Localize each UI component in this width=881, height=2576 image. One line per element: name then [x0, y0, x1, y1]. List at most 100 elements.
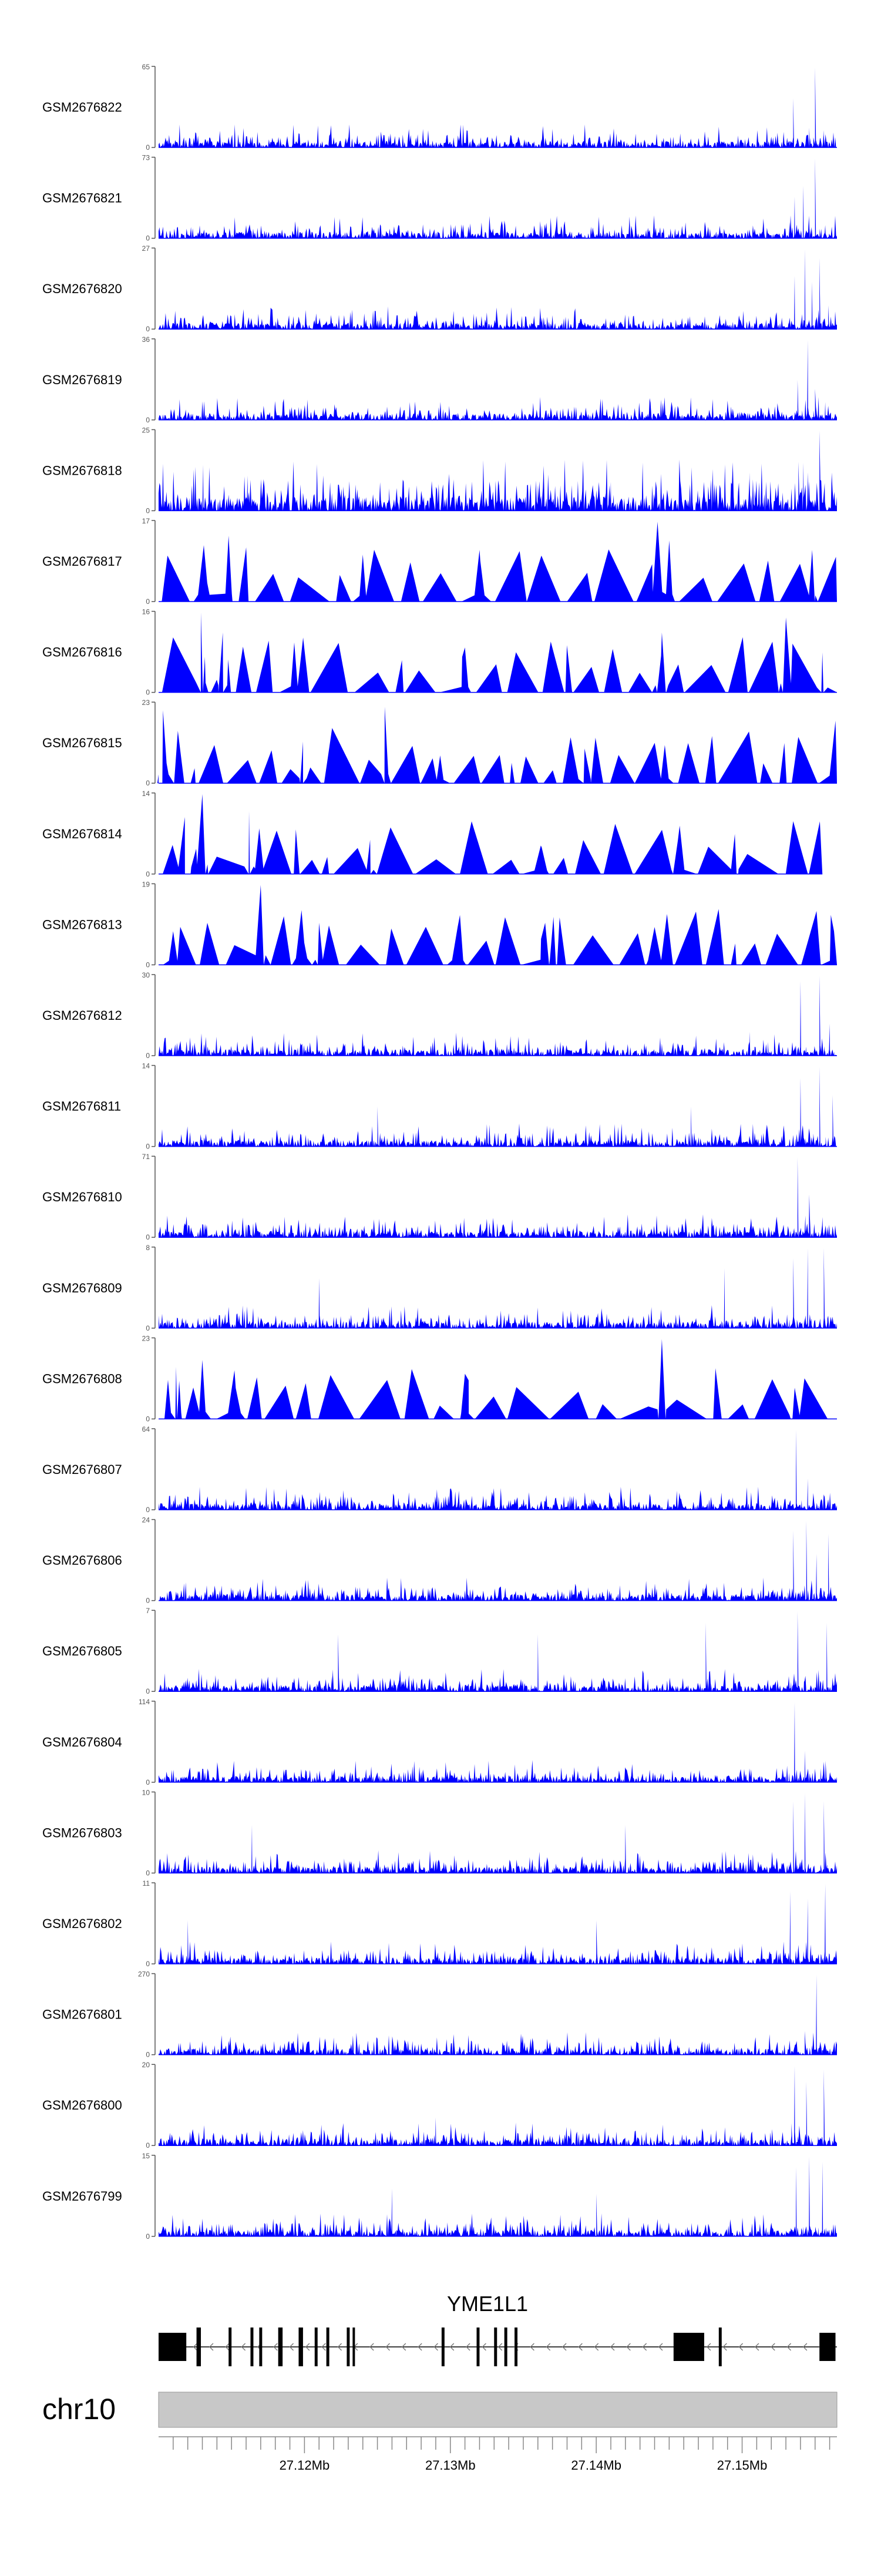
coverage-area — [159, 1339, 837, 1419]
coverage-track: GSM2676802 11 0 — [42, 1879, 837, 1968]
strand-arrow — [289, 2343, 294, 2351]
axis-tick-label: 27.12Mb — [280, 2458, 330, 2473]
track-ymax-label: 30 — [142, 971, 150, 979]
track-ymin-label: 0 — [146, 597, 150, 606]
track-label: GSM2676821 — [42, 191, 122, 206]
track-label: GSM2676799 — [42, 2189, 122, 2204]
exon — [298, 2328, 303, 2366]
track-label: GSM2676807 — [42, 1462, 122, 1477]
strand-arrow — [209, 2343, 214, 2351]
coverage-track: GSM2676818 25 0 — [42, 426, 837, 515]
exon — [504, 2328, 507, 2366]
exon — [259, 2328, 263, 2366]
strand-arrow — [433, 2343, 438, 2351]
coverage-track: GSM2676804 114 0 — [42, 1698, 837, 1786]
coverage-area — [157, 707, 837, 784]
coverage-track: GSM2676815 23 0 — [42, 698, 837, 787]
exon — [278, 2328, 283, 2366]
track-label: GSM2676815 — [42, 735, 122, 750]
track-ymin-label: 0 — [146, 2141, 150, 2150]
coverage-track: GSM2676805 7 0 — [42, 1607, 837, 1695]
track-ymax-label: 71 — [142, 1153, 150, 1161]
track-label: GSM2676804 — [42, 1735, 122, 1749]
coverage-area — [159, 1248, 837, 1328]
track-ymax-label: 23 — [142, 1334, 150, 1342]
strand-arrow — [225, 2343, 230, 2351]
track-ymax-label: 24 — [142, 1516, 150, 1524]
coverage-area — [159, 885, 837, 965]
strand-arrow — [497, 2343, 503, 2351]
axis-tick-label: 27.15Mb — [717, 2458, 768, 2473]
track-ymin-label: 0 — [146, 1324, 150, 1332]
track-ymin-label: 0 — [146, 1052, 150, 1060]
track-ymax-label: 7 — [146, 1607, 150, 1615]
track-ymin-label: 0 — [146, 143, 150, 152]
strand-arrow — [369, 2343, 374, 2351]
track-ymax-label: 16 — [142, 608, 150, 616]
gene-track: YME1L1 — [159, 2292, 837, 2366]
coverage-track: GSM2676800 20 0 — [42, 2061, 837, 2150]
strand-arrow — [610, 2343, 615, 2351]
exon — [314, 2328, 318, 2366]
track-ymax-label: 10 — [142, 1788, 150, 1796]
coverage-area — [159, 1793, 837, 1873]
exon — [718, 2328, 722, 2366]
coverage-track: GSM2676812 30 0 — [42, 971, 837, 1060]
chromosome-label: chr10 — [42, 2393, 116, 2426]
coverage-area — [159, 1974, 837, 2055]
track-ymin-label: 0 — [146, 1415, 150, 1423]
track-ymax-label: 65 — [142, 63, 150, 71]
coverage-area — [159, 1702, 837, 1782]
strand-arrow — [418, 2343, 422, 2351]
track-ymin-label: 0 — [146, 1506, 150, 1514]
coverage-area — [159, 1157, 837, 1238]
track-label: GSM2676810 — [42, 1190, 122, 1204]
strand-arrow — [273, 2343, 278, 2351]
strand-arrow — [771, 2343, 775, 2351]
strand-arrow — [626, 2343, 631, 2351]
coverage-area — [159, 612, 837, 693]
track-ymin-label: 0 — [146, 2051, 150, 2059]
chromosome-band — [158, 2392, 838, 2428]
strand-arrow — [530, 2343, 534, 2351]
strand-arrow — [578, 2343, 583, 2351]
exon — [476, 2328, 480, 2366]
strand-arrow — [722, 2343, 727, 2351]
strand-arrow — [305, 2343, 310, 2351]
coverage-area — [159, 1520, 837, 1601]
track-label: GSM2676803 — [42, 1825, 122, 1840]
strand-arrow — [754, 2343, 759, 2351]
strand-arrow — [337, 2343, 342, 2351]
strand-arrow — [241, 2343, 246, 2351]
exon — [228, 2328, 232, 2366]
strand-arrow — [385, 2343, 390, 2351]
track-ymin-label: 0 — [146, 1143, 150, 1151]
coverage-area — [159, 794, 837, 874]
track-label: GSM2676802 — [42, 1916, 122, 1931]
genomic-axis: 27.12Mb 27.13Mb 27.14Mb 27.15Mb — [159, 2436, 837, 2473]
track-ymax-label: 36 — [142, 335, 150, 344]
track-ymax-label: 15 — [142, 2152, 150, 2160]
coverage-area — [159, 2065, 837, 2146]
strand-arrow — [193, 2343, 198, 2351]
strand-arrow — [642, 2343, 647, 2351]
track-label: GSM2676820 — [42, 281, 122, 296]
coverage-track: GSM2676819 36 0 — [42, 335, 837, 424]
strand-arrow — [786, 2343, 792, 2351]
strand-arrow — [401, 2343, 406, 2351]
gene-model — [159, 2328, 837, 2366]
coverage-area — [159, 1884, 837, 1964]
track-ymin-label: 0 — [146, 234, 150, 243]
exon — [819, 2333, 836, 2361]
coverage-area — [159, 976, 837, 1056]
track-ymax-label: 8 — [146, 1244, 150, 1252]
exon — [196, 2328, 201, 2366]
track-ymin-label: 0 — [146, 1778, 150, 1786]
track-ymax-label: 23 — [142, 698, 150, 707]
track-ymax-label: 25 — [142, 426, 150, 434]
track-label: GSM2676809 — [42, 1281, 122, 1295]
coverage-tracks: GSM2676822650GSM2676821730GSM2676820270G… — [42, 63, 837, 2241]
track-label: GSM2676800 — [42, 2098, 122, 2112]
coverage-track: GSM2676820 27 0 — [42, 244, 837, 333]
